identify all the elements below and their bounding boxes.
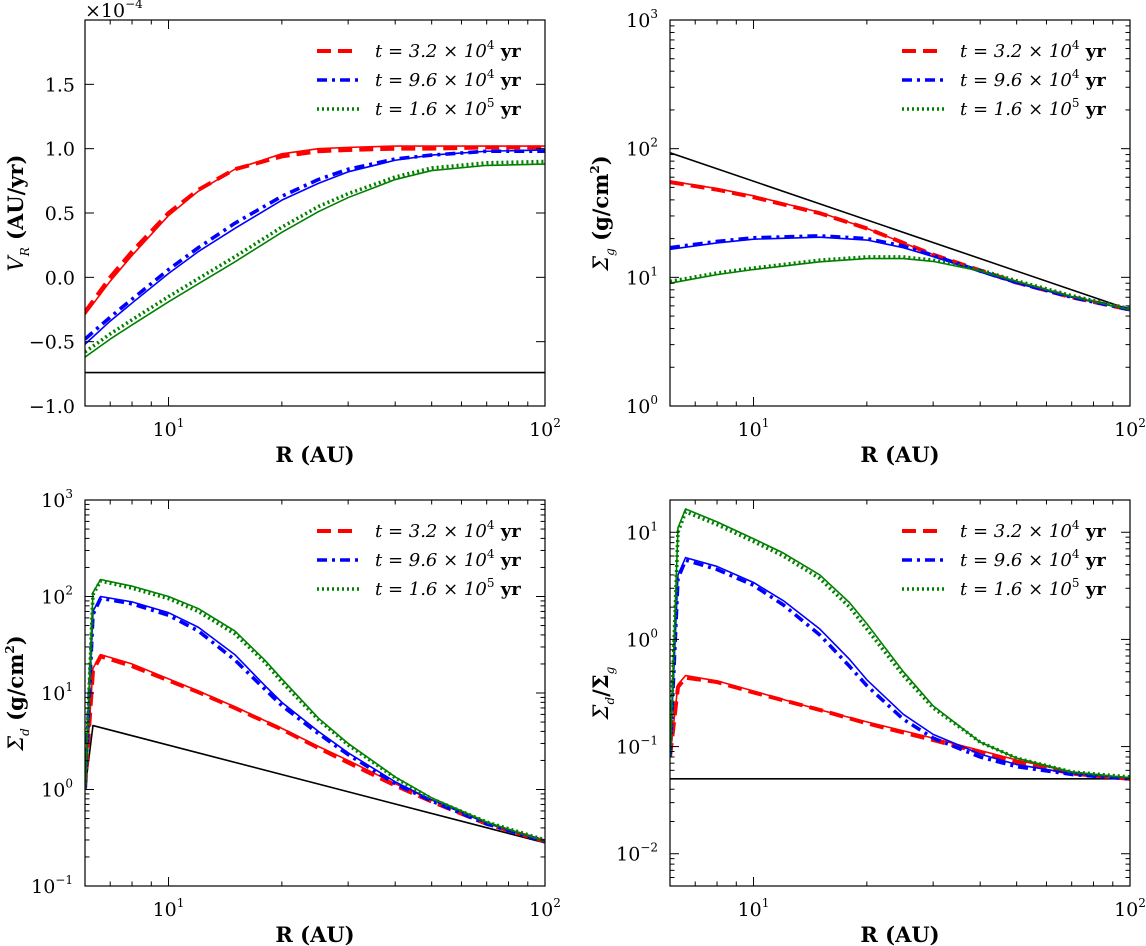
x-tick-label: 102	[529, 896, 561, 921]
y-axis-label: Σd/Σg	[588, 666, 617, 720]
y-tick-label: 100	[41, 777, 73, 802]
legend: t = 3.2 × 104 yr t = 9.6 × 104 yr t = 1.6 …	[902, 38, 1106, 120]
series-line-5	[670, 508, 1130, 779]
series-line-1	[670, 674, 1130, 780]
series-group	[670, 151, 1130, 312]
y-tick-label: 1.5	[45, 74, 75, 96]
series-line-5	[670, 257, 1130, 311]
legend-entry-label: t = 3.2 × 104 yr	[960, 518, 1106, 542]
x-axis-label: R (AU)	[275, 442, 354, 467]
series-line-0	[85, 724, 545, 844]
series-group	[85, 145, 545, 374]
legend-entry-label: t = 9.6 × 104 yr	[960, 67, 1106, 91]
series-line-3	[85, 595, 545, 843]
y-tick-label: −0.5	[29, 332, 75, 354]
series-line-3	[670, 556, 1130, 779]
series-line-4	[85, 596, 545, 844]
series-line-4	[85, 149, 545, 341]
y-tick-label: 102	[41, 584, 73, 609]
y-tick-label: 10−2	[616, 841, 658, 866]
series-line-3	[670, 236, 1130, 311]
series-group	[670, 508, 1130, 781]
legend: t = 3.2 × 104 yr t = 9.6 × 104 yr t = 1.6 …	[317, 38, 521, 120]
plot-frame	[669, 19, 1131, 407]
series-line-2	[670, 675, 1130, 781]
panel-sigma_g: 101 102 100 101 102 103 R (AU) Σg (g/cm2) t = 3.…	[588, 7, 1146, 467]
y-tick-label: 101	[626, 519, 658, 544]
y-axis-label: Σg (g/cm2)	[588, 155, 617, 271]
legend-entry-label: t = 1.6 × 105 yr	[375, 576, 521, 600]
y-tick-label: 100	[626, 393, 658, 418]
legend-entry-label: t = 9.6 × 104 yr	[375, 547, 521, 571]
panel-sigma_d: 101 102 10−1 100 101 102 103 R (AU) Σd (g/cm2) t …	[3, 487, 561, 946]
panel-ratio: 101 102 10−2 10−1 100 101 R (AU) Σd/Σg t = 3.2 ×…	[588, 499, 1146, 946]
series-line-2	[85, 145, 545, 314]
series-line-4	[670, 234, 1130, 312]
y-tick-label: 1.0	[45, 139, 75, 161]
legend: t = 3.2 × 104 yr t = 9.6 × 104 yr t = 1.6 …	[902, 518, 1106, 600]
legend-entry-label: t = 9.6 × 104 yr	[960, 547, 1106, 571]
series-line-4	[670, 558, 1130, 781]
legend-entry-label: t = 3.2 × 104 yr	[960, 38, 1106, 62]
series-line-2	[85, 654, 545, 844]
y-tick-label: 10−1	[616, 734, 658, 759]
legend-entry-label: t = 3.2 × 104 yr	[375, 518, 521, 542]
x-tick-label: 101	[153, 416, 185, 441]
legend-entry-label: t = 9.6 × 104 yr	[375, 67, 521, 91]
y-multiplier: ×10−4	[85, 0, 143, 22]
series-line-0	[670, 151, 1130, 311]
legend: t = 3.2 × 104 yr t = 9.6 × 104 yr t = 1.6 …	[317, 518, 521, 600]
y-tick-label: 100	[626, 626, 658, 651]
series-line-3	[85, 149, 545, 345]
y-tick-label: 102	[626, 136, 658, 161]
legend-entry-label: t = 3.2 × 104 yr	[375, 38, 521, 62]
series-line-5	[85, 163, 545, 358]
series-line-6	[85, 579, 545, 842]
series-line-1	[85, 145, 545, 316]
x-axis-label: R (AU)	[860, 922, 939, 946]
legend-entry-label: t = 1.6 × 105 yr	[960, 576, 1106, 600]
y-tick-label: 0.0	[45, 267, 75, 289]
y-axis-label: Σd (g/cm2)	[3, 635, 32, 751]
x-axis-label: R (AU)	[275, 922, 354, 946]
series-line-6	[670, 255, 1130, 311]
y-tick-label: 103	[41, 487, 73, 512]
legend-entry-label: t = 1.6 × 105 yr	[375, 96, 521, 120]
series-line-1	[85, 653, 545, 844]
plot-frame	[669, 499, 1131, 887]
x-tick-label: 101	[153, 896, 185, 921]
x-tick-label: 102	[1114, 896, 1146, 921]
series-line-5	[85, 578, 545, 843]
y-axis-label: VR (AU/yr)	[3, 155, 32, 272]
legend-entry-label: t = 1.6 × 105 yr	[960, 96, 1106, 120]
y-tick-label: −1.0	[29, 396, 75, 418]
y-tick-label: 103	[626, 7, 658, 32]
y-tick-label: 10−1	[31, 873, 73, 898]
x-tick-label: 101	[738, 416, 770, 441]
x-tick-label: 102	[1114, 416, 1146, 441]
x-axis-label: R (AU)	[860, 442, 939, 467]
series-line-6	[85, 159, 545, 354]
series-group	[85, 578, 545, 844]
panel-vr: 101 102 −1.0 −0.5 0.0 0.5 1.0 1.5 ×10−4 R (AU) VR …	[3, 0, 561, 467]
x-tick-label: 102	[529, 416, 561, 441]
x-tick-label: 101	[738, 896, 770, 921]
y-tick-label: 101	[41, 680, 73, 705]
y-tick-label: 101	[626, 264, 658, 289]
y-tick-label: 0.5	[45, 203, 75, 225]
